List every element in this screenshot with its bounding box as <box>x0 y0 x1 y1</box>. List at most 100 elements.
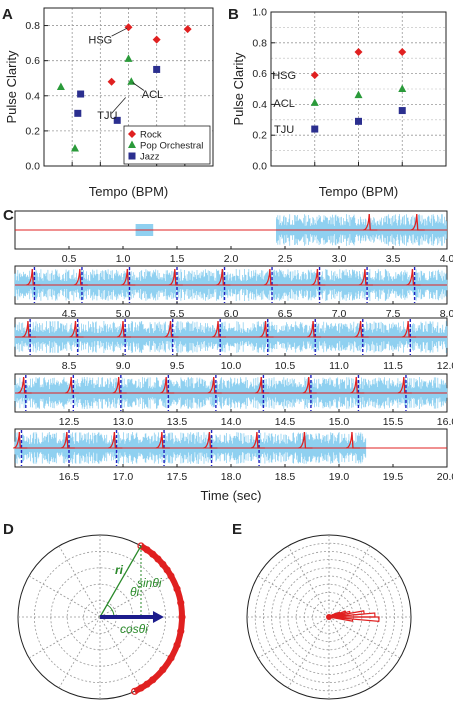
onset-peak <box>112 376 127 394</box>
legend-marker-diamond <box>128 130 136 138</box>
x-tick-label: 4.0 <box>440 253 453 265</box>
panel-c-waveforms: 0.5 1.0 1.5 2.0 2.5 3.0 3.5 4.0 4.5 5.0 5.5 6.0 6.5 7… <box>13 210 453 503</box>
unit-vector-r <box>99 545 142 618</box>
polar-grid-spoke <box>28 575 101 618</box>
data-point-diamond <box>310 71 319 80</box>
phase-point <box>149 550 157 558</box>
onset-peak <box>259 320 274 338</box>
data-point-diamond <box>398 48 407 57</box>
annotation-leader <box>111 97 126 114</box>
x-tick-label: 15.0 <box>329 416 350 428</box>
x-tick-label: 8.5 <box>62 360 77 372</box>
x-axis-title: Tempo (BPM) <box>89 184 168 199</box>
phase-point <box>177 599 185 607</box>
x-tick-label: 19.0 <box>329 471 350 483</box>
legend-label: Jazz <box>140 152 160 163</box>
legend-box <box>123 125 211 165</box>
onset-peak <box>354 320 369 338</box>
x-tick-label: 11.0 <box>329 360 349 372</box>
x-tick-label: 15.5 <box>383 416 404 428</box>
phase-point <box>159 666 167 674</box>
annotation-leader <box>132 82 145 91</box>
phase-point <box>173 585 181 593</box>
y-tick-label: 0.4 <box>25 90 40 102</box>
x-tick-label: 17.0 <box>113 471 134 483</box>
histogram-bin <box>328 612 337 618</box>
histogram-bin <box>328 612 376 618</box>
data-point-square <box>77 90 85 98</box>
x-tick-label: 20.0 <box>437 471 453 483</box>
onset-peak <box>26 268 41 286</box>
polar-grid-spoke <box>257 616 330 659</box>
y-tick-label: 0.0 <box>252 161 267 173</box>
onset-peak <box>311 268 326 286</box>
data-point-triangle <box>70 143 79 152</box>
polar-grid-spoke <box>58 616 101 689</box>
panel-label-a: A <box>2 6 13 23</box>
x-tick-label: 6.0 <box>224 308 239 320</box>
x-tick-label: 3.0 <box>332 253 347 265</box>
polar-grid-spoke <box>328 575 401 618</box>
y-tick-label: 0.4 <box>252 99 267 111</box>
data-point-diamond <box>124 23 133 32</box>
data-point-diamond <box>354 48 363 57</box>
onset-peak <box>155 431 170 449</box>
polar-grid-spoke <box>28 616 101 659</box>
sin-label: sinθi <box>137 576 162 590</box>
panel-e-polar-histogram <box>246 534 412 700</box>
polar-grid-spoke <box>257 575 330 618</box>
phase-point <box>159 560 167 568</box>
x-tick-label: 10.5 <box>275 360 296 372</box>
onset-peak <box>160 376 175 394</box>
annotation-label: HSG <box>88 35 112 47</box>
polar-grid-spoke <box>287 545 330 618</box>
legend-label: Rock <box>140 130 162 141</box>
data-point-square <box>311 125 319 133</box>
x-tick-label: 3.5 <box>386 253 401 265</box>
panel-b-scatter: 0.0 0.2 0.4 0.6 0.8 1.0 Tempo (BPM) Pulse Clari… <box>231 7 447 199</box>
resultant-vector-head <box>152 611 164 623</box>
y-tick-label: 0.6 <box>252 68 267 80</box>
phase-point <box>177 627 185 635</box>
y-tick-label: 0.6 <box>25 55 40 67</box>
data-point-triangle <box>354 90 363 99</box>
y-tick-label: 0.8 <box>25 20 40 32</box>
x-tick-label: 10.0 <box>221 360 242 372</box>
onset-peak <box>302 376 317 394</box>
onset-peak <box>108 431 123 449</box>
onset-peak <box>203 431 218 449</box>
x-tick-label: 12.5 <box>59 416 80 428</box>
histogram-bin <box>328 611 341 618</box>
histogram-center <box>326 614 332 620</box>
onset-peak <box>410 213 425 231</box>
data-point-diamond <box>107 77 116 86</box>
x-tick-label: 16.0 <box>437 416 453 428</box>
y-axis-title: Pulse Clarity <box>4 50 19 123</box>
onset-peak <box>345 431 360 449</box>
phase-point <box>154 555 162 563</box>
onset-peak <box>406 268 421 286</box>
annotation-label: TJU <box>274 124 294 136</box>
legend-marker-triangle <box>128 140 136 148</box>
y-tick-label: 0.2 <box>252 130 267 142</box>
data-point-square <box>153 65 161 73</box>
polar-grid-spoke <box>328 545 371 618</box>
data-point-triangle <box>310 98 319 106</box>
phase-point <box>178 613 186 621</box>
onset-peak <box>164 320 179 338</box>
onset-peak <box>207 376 222 394</box>
x-tick-label: 19.5 <box>383 471 404 483</box>
annotation-leader <box>111 27 128 37</box>
x-tick-label: 2.0 <box>224 253 239 265</box>
onset-peak <box>17 376 32 394</box>
panel-label-e: E <box>232 521 242 538</box>
x-axis-title: Tempo (BPM) <box>319 184 398 199</box>
data-point-square <box>355 117 362 125</box>
x-tick-label: 9.0 <box>116 360 131 372</box>
onset-peak <box>358 268 373 286</box>
onset-peak <box>306 320 322 338</box>
x-tick-label: 16.5 <box>59 471 80 483</box>
legend-label: Pop Orchestral <box>140 141 203 152</box>
x-tick-label: 18.0 <box>221 471 242 483</box>
